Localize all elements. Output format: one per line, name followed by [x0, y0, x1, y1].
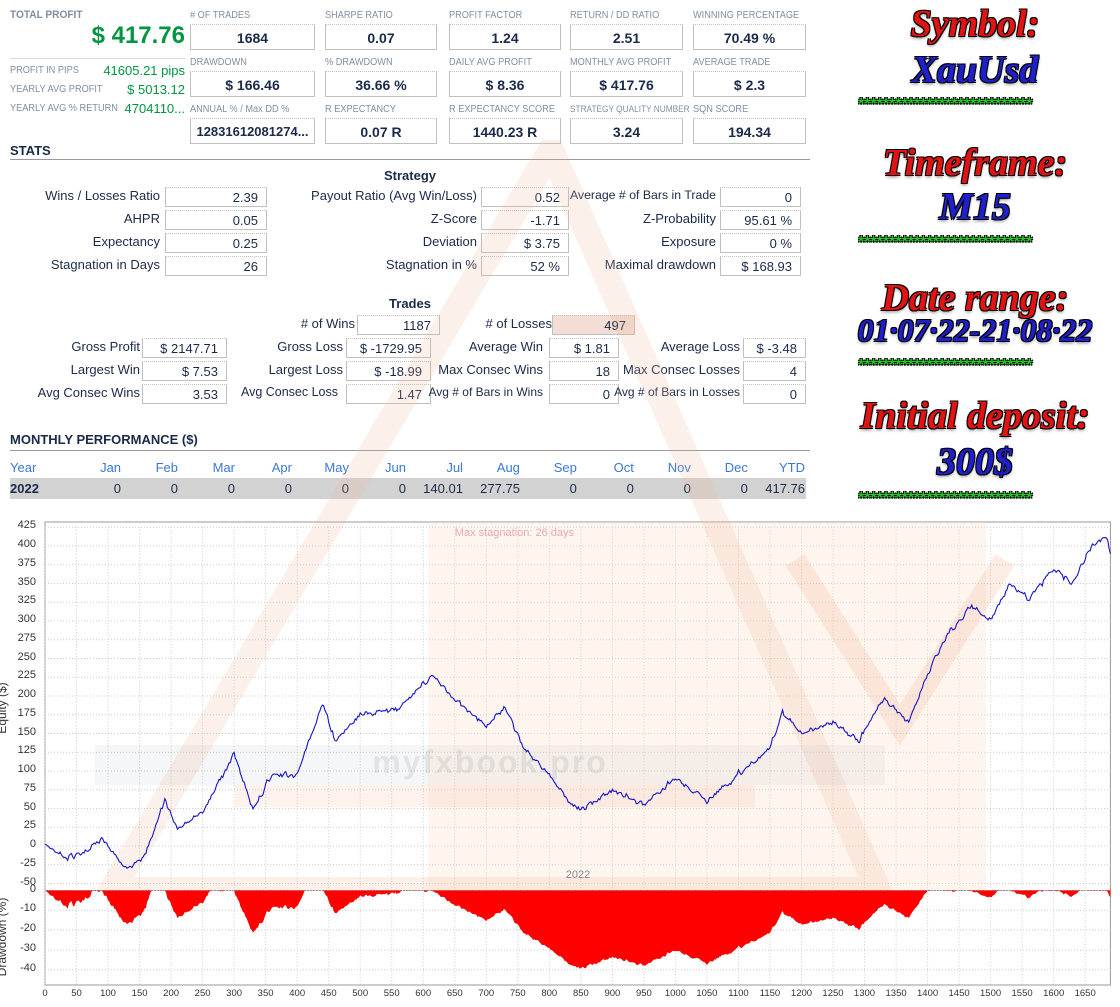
- svg-text:myfxbook.pro: myfxbook.pro: [372, 744, 608, 780]
